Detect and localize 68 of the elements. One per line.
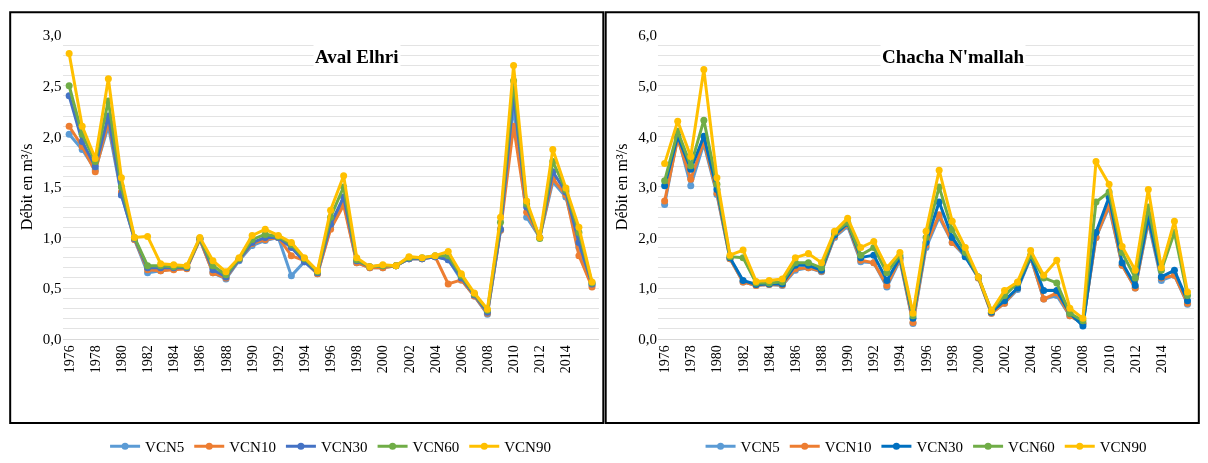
- x-tick-label: 1992: [270, 345, 286, 374]
- x-tick-label: 2008: [479, 345, 495, 374]
- legend-label: VCN30: [916, 439, 964, 456]
- x-tick-label: 1998: [349, 345, 365, 374]
- x-tick-label: 1996: [918, 345, 934, 374]
- x-tick-label: 1978: [683, 345, 699, 374]
- x-tick-label: 1988: [814, 345, 830, 374]
- legend-label: VCN60: [1008, 439, 1055, 456]
- x-tick-label: 2008: [1075, 345, 1091, 374]
- x-tick-label: 1980: [113, 345, 129, 374]
- x-tick-label: 1984: [761, 345, 777, 374]
- x-tick-label: 1986: [787, 345, 803, 374]
- x-tick-label: 2000: [970, 345, 986, 374]
- y-tick-label: 1,0: [42, 229, 62, 246]
- x-tick-label: 2012: [532, 345, 548, 374]
- x-tick-label: 2004: [427, 345, 443, 374]
- legend-label: VCN5: [145, 439, 185, 456]
- x-tick-label: 1980: [709, 345, 725, 374]
- x-tick-label: 1992: [866, 345, 882, 374]
- y-tick-label: 5,0: [638, 78, 658, 95]
- x-tick-label: 1996: [323, 345, 339, 374]
- x-tick-label: 2000: [375, 345, 391, 374]
- x-tick-label: 1982: [140, 345, 156, 374]
- x-tick-label: 1984: [166, 345, 182, 374]
- x-tick-label: 1976: [657, 345, 673, 374]
- y-tick-label: 0,5: [42, 280, 62, 297]
- y-tick-label: 6,0: [638, 27, 658, 44]
- x-tick-label: 2010: [506, 345, 522, 374]
- legend-label: VCN10: [824, 439, 872, 456]
- x-tick-label: 2006: [453, 345, 469, 374]
- text: Aval Elhri: [315, 46, 399, 67]
- x-tick-label: 1994: [892, 345, 908, 374]
- x-tick-label: 2014: [1153, 345, 1169, 374]
- y-axis-title: Débit en m³/s: [613, 143, 631, 231]
- x-tick-label: 1998: [944, 345, 960, 374]
- x-tick-label: 1986: [192, 345, 208, 374]
- y-tick-label: 2,5: [42, 78, 62, 95]
- x-tick-label: 1988: [218, 345, 234, 374]
- x-tick-label: 2012: [1127, 345, 1143, 374]
- legend-label: VCN60: [412, 439, 460, 456]
- x-tick-label: 2002: [997, 345, 1013, 374]
- x-tick-label: 2006: [1049, 345, 1065, 374]
- x-tick-label: 1994: [296, 345, 312, 374]
- legend-label: VCN90: [1099, 439, 1147, 456]
- x-tick-label: 1990: [244, 345, 260, 374]
- y-tick-label: 1,0: [638, 280, 658, 297]
- y-tick-label: 1,5: [42, 179, 62, 196]
- x-tick-label: 1978: [87, 345, 103, 374]
- y-tick-label: 3,0: [638, 179, 658, 196]
- x-tick-label: 2002: [401, 345, 417, 374]
- y-tick-label: 4,0: [638, 128, 658, 145]
- y-tick-label: 2,0: [638, 229, 658, 246]
- x-tick-label: 1990: [840, 345, 856, 374]
- y-tick-label: 0,0: [638, 330, 658, 347]
- x-tick-label: 2014: [558, 345, 574, 374]
- legend-label: VCN5: [740, 439, 780, 456]
- x-tick-label: 1976: [61, 345, 77, 374]
- text: Chacha N'mallah: [882, 46, 1025, 67]
- legend-label: VCN30: [320, 439, 368, 456]
- x-tick-label: 2010: [1101, 345, 1117, 374]
- y-axis-title: Débit en m³/s: [17, 143, 35, 231]
- y-tick-label: 0,0: [42, 330, 62, 347]
- x-tick-label: 1982: [735, 345, 751, 374]
- legend-label: VCN10: [229, 439, 276, 456]
- x-tick-label: 2004: [1023, 345, 1039, 374]
- y-tick-label: 2,0: [42, 128, 62, 145]
- y-tick-label: 3,0: [42, 27, 62, 44]
- legend-label: VCN90: [504, 439, 551, 456]
